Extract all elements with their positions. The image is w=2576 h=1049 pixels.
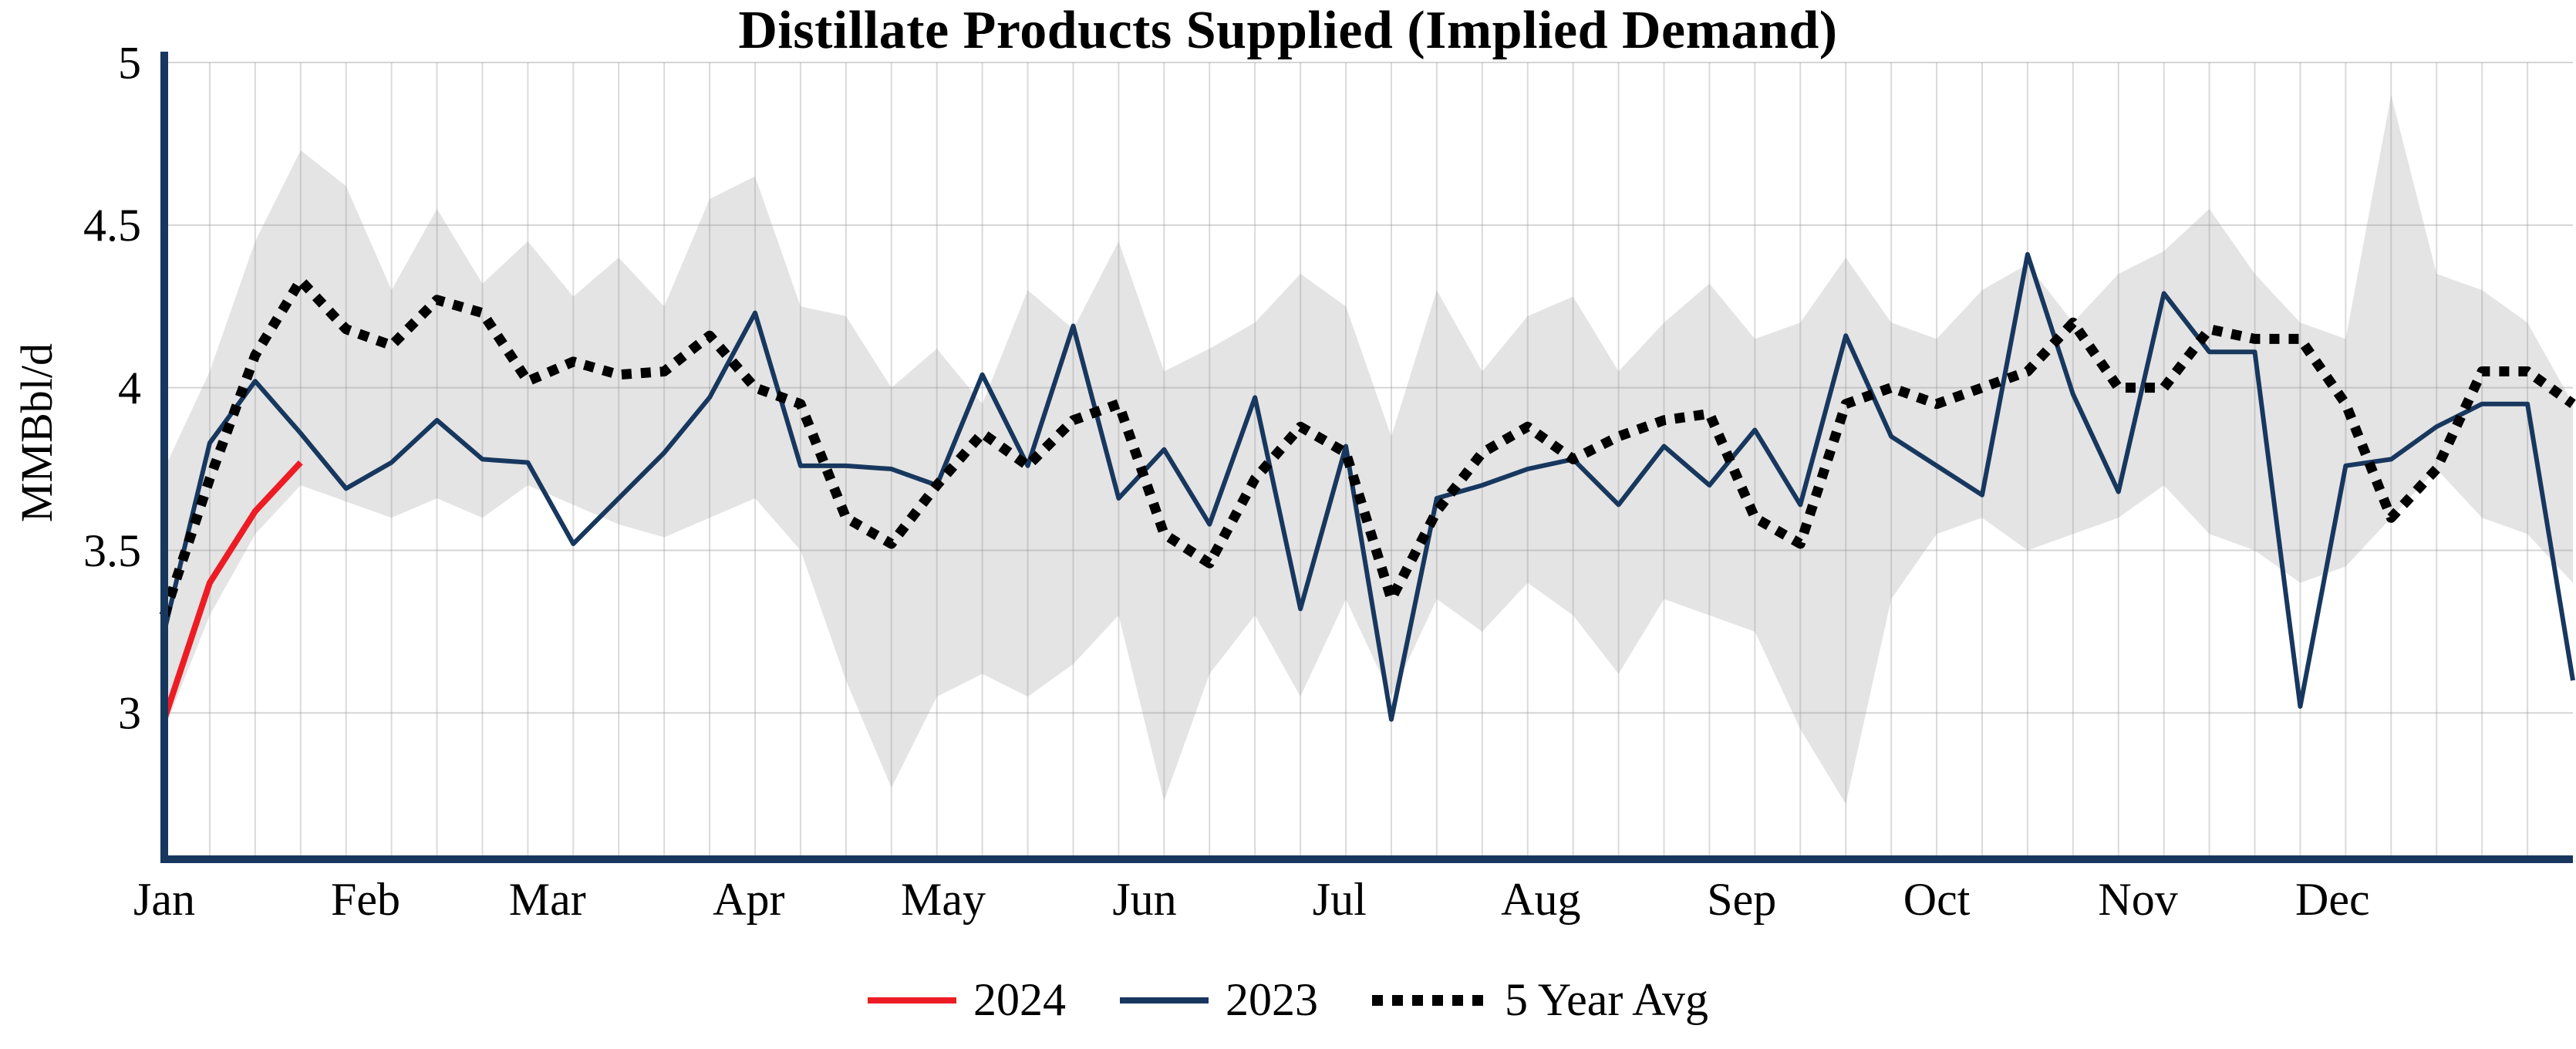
y-tick-label: 5 <box>118 37 141 88</box>
x-tick-label: Jul <box>1313 874 1367 925</box>
x-tick-label: Dec <box>2295 874 2370 925</box>
legend-2024-label: 2024 <box>973 974 1067 1025</box>
chart-title: Distillate Products Supplied (Implied De… <box>738 1 1838 60</box>
legend-2024-line-icon <box>868 997 957 1003</box>
legend-5yr-avg-label: 5 Year Avg <box>1505 974 1708 1025</box>
x-tick-label: Apr <box>713 874 784 925</box>
legend-2023-label: 2023 <box>1226 974 1319 1025</box>
x-tick-label: May <box>901 874 986 925</box>
x-tick-label: Aug <box>1501 874 1580 925</box>
x-tick-label: Jan <box>133 874 195 925</box>
y-tick-label: 3 <box>118 688 141 739</box>
x-tick-label: Oct <box>1903 874 1971 925</box>
x-tick-label: Mar <box>509 874 586 925</box>
legend-item-5yr-avg: 5 Year Avg <box>1372 973 1708 1027</box>
legend-5yr-avg-dotted-line-icon <box>1372 994 1489 1006</box>
x-tick-label: Jun <box>1112 874 1176 925</box>
series-line-2023 <box>162 251 2575 722</box>
y-tick-label: 4.5 <box>83 200 141 251</box>
x-tick-label: Feb <box>331 874 400 925</box>
y-tick-label: 3.5 <box>83 525 141 576</box>
series-line-2024 <box>161 460 303 720</box>
legend-item-2024: 2024 <box>868 973 1066 1027</box>
legend: 2024 2023 5 Year Avg <box>0 973 2576 1027</box>
legend-item-2023: 2023 <box>1120 973 1318 1027</box>
legend-2023-line-icon <box>1120 997 1209 1003</box>
five-year-range-band <box>164 95 2573 804</box>
y-axis-label: MMBbl/d <box>12 343 62 523</box>
y-tick-label: 4 <box>118 363 141 413</box>
x-tick-label: Sep <box>1707 874 1776 925</box>
x-tick-label: Nov <box>2098 874 2177 925</box>
